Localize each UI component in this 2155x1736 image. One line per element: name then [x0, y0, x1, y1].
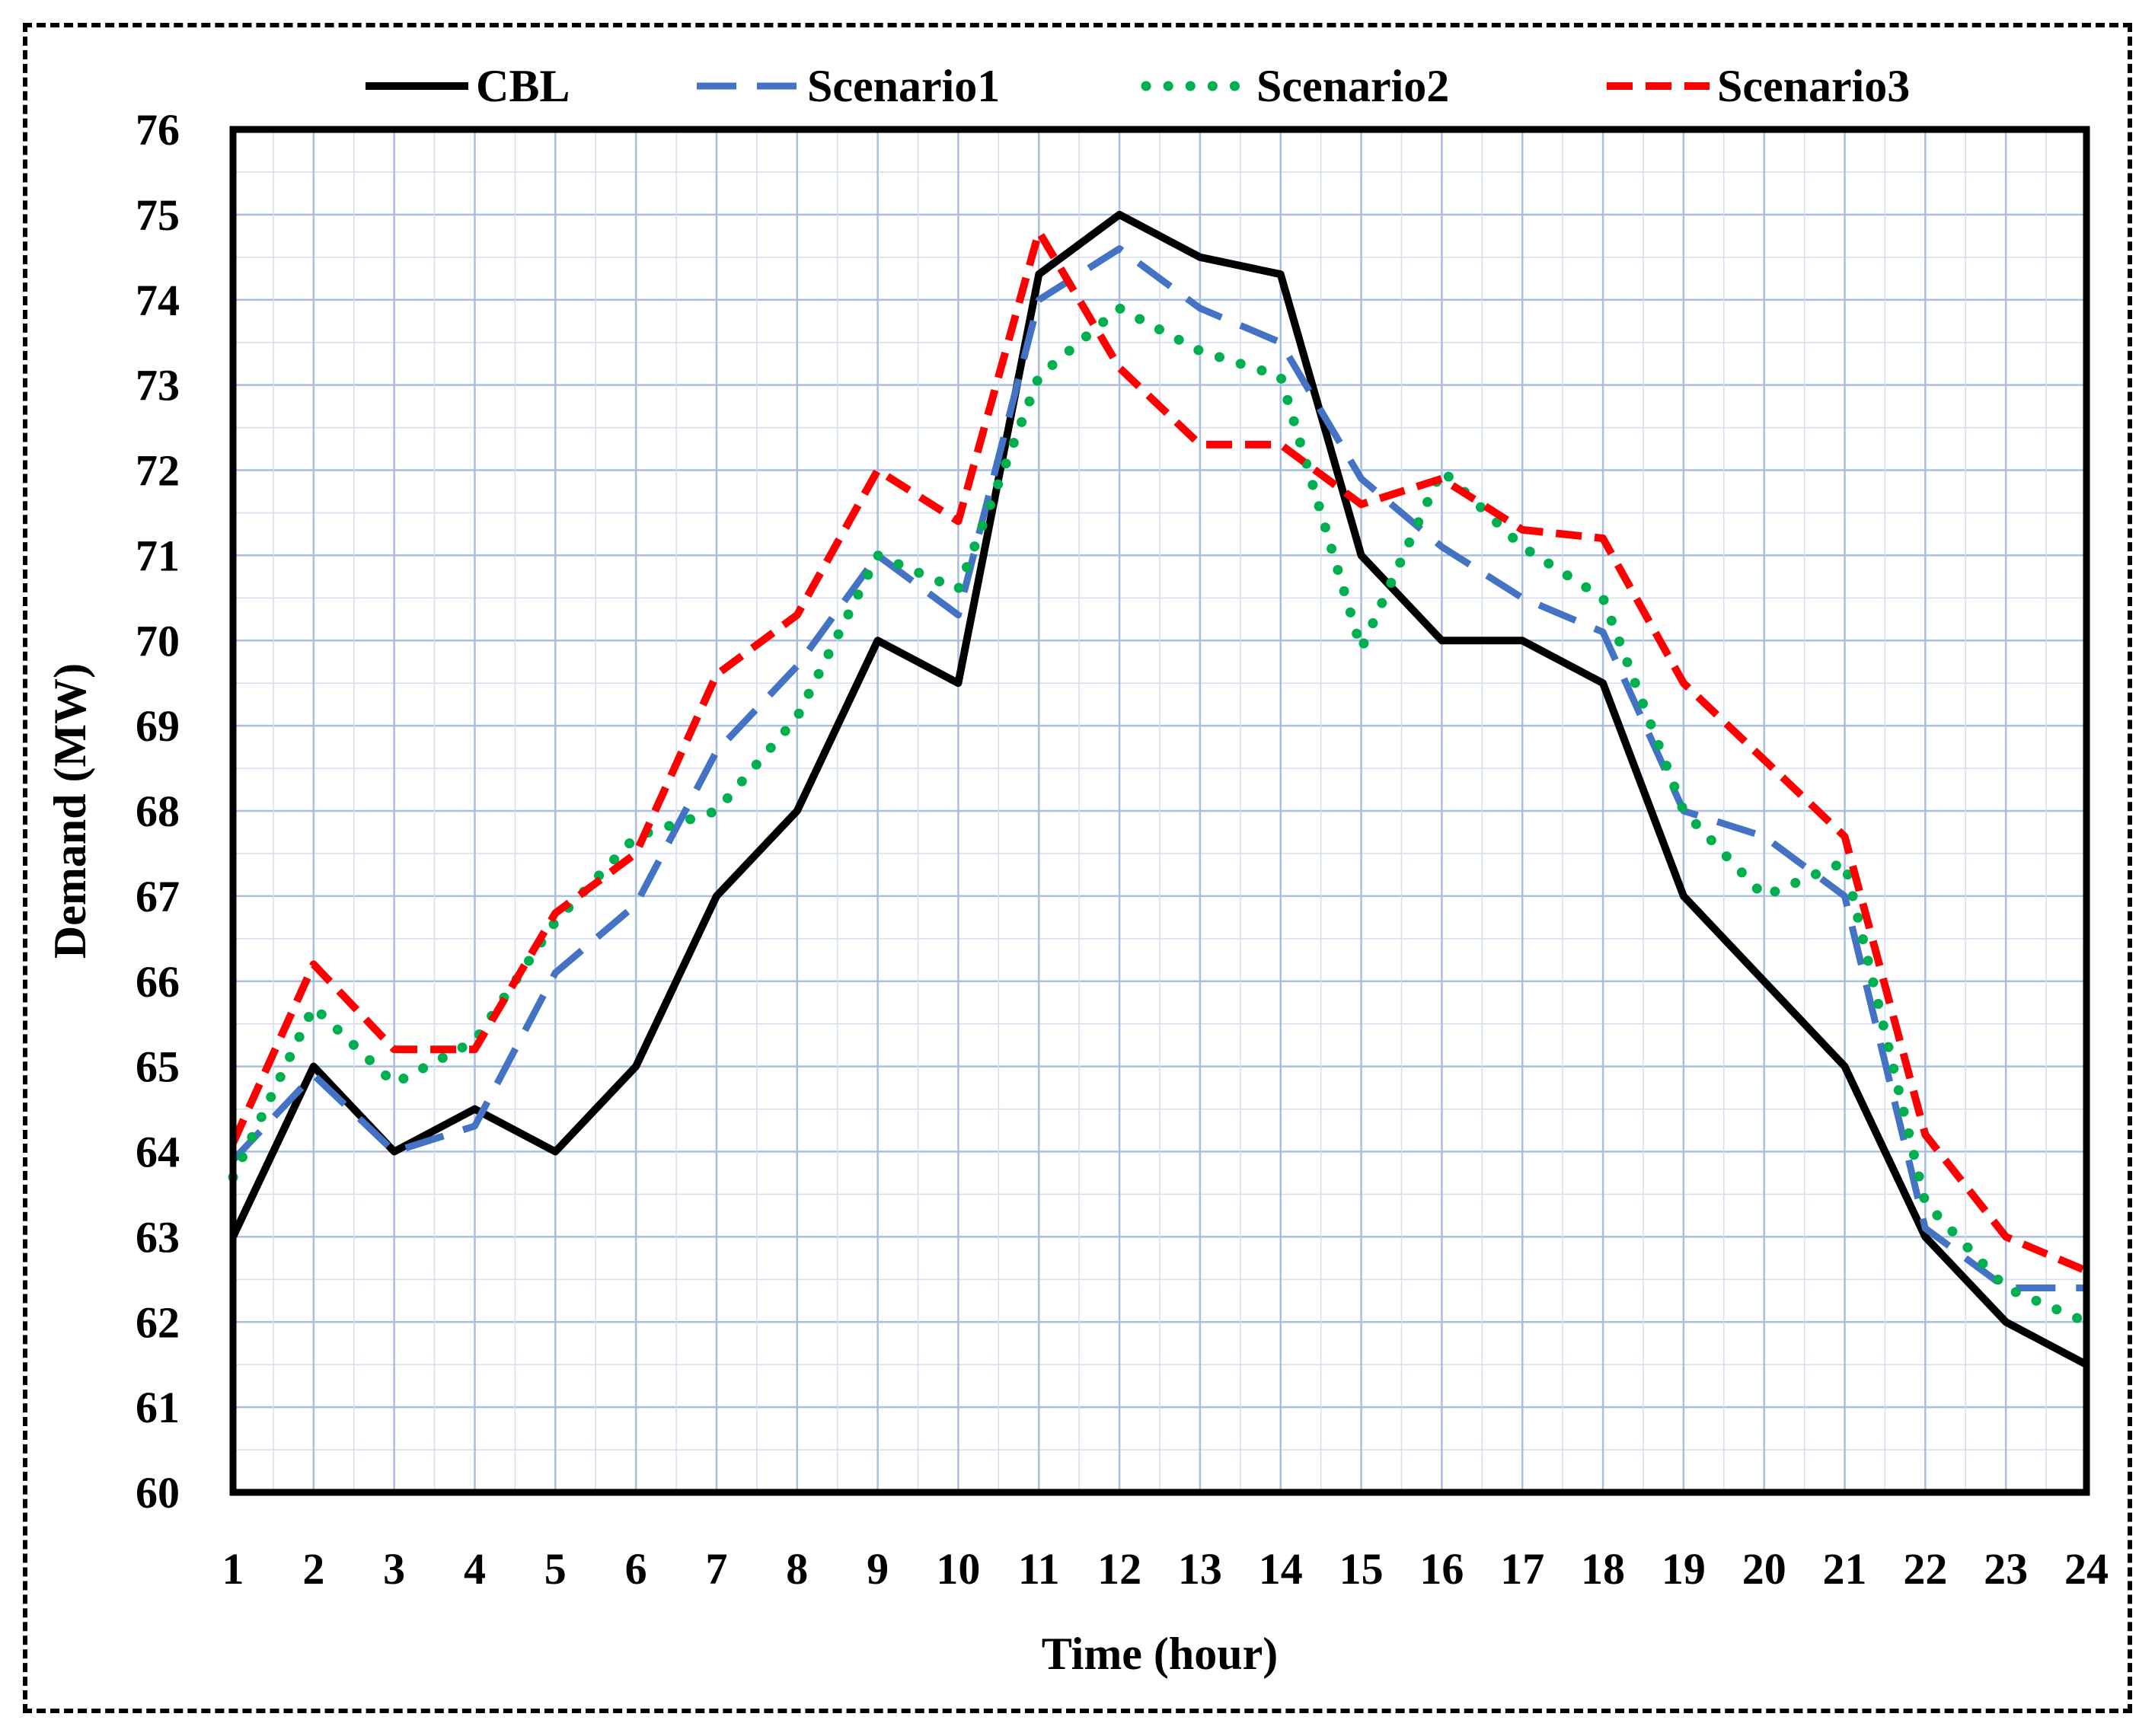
y-tick-label: 72 [136, 446, 180, 496]
legend-label-scenario3: Scenario3 [1717, 61, 1910, 111]
y-tick-label: 66 [136, 957, 180, 1007]
x-tick-label: 16 [1419, 1544, 1464, 1594]
y-tick-label: 70 [136, 616, 180, 665]
legend-label-scenario1: Scenario1 [807, 61, 1000, 111]
y-tick-label: 69 [136, 701, 180, 751]
legend: CBL Scenario1 Scenario2 Scenario3 [366, 61, 1910, 111]
x-tick-label: 18 [1581, 1544, 1625, 1594]
x-tick-label: 15 [1339, 1544, 1384, 1594]
x-tick-label: 23 [1984, 1544, 2028, 1594]
x-tick-label: 4 [464, 1544, 486, 1594]
x-tick-label: 19 [1662, 1544, 1706, 1594]
x-tick-label: 24 [2064, 1544, 2109, 1594]
x-tick-label: 3 [383, 1544, 405, 1594]
series-line-cbl [229, 210, 2089, 1368]
x-tick-label: 17 [1500, 1544, 1544, 1594]
y-tick-label: 74 [136, 276, 180, 325]
y-tick-label: 63 [136, 1212, 180, 1262]
legend-label-scenario2: Scenario2 [1256, 61, 1449, 111]
x-tick-label: 13 [1178, 1544, 1222, 1594]
x-tick-label: 20 [1742, 1544, 1786, 1594]
series-lines [228, 210, 2092, 1368]
y-tick-label: 71 [136, 531, 180, 580]
gridlines [231, 128, 2088, 1494]
x-axis-ticks: 1 2 3 4 5 6 7 8 9 10 11 12 13 14 15 16 17 18 19 20 21 22 23 24 [222, 1544, 2109, 1594]
y-tick-label: 67 [136, 872, 180, 921]
x-axis-title: Time (hour) [1042, 1629, 1279, 1679]
y-tick-label: 61 [136, 1383, 180, 1432]
x-tick-label: 2 [302, 1544, 324, 1594]
x-tick-label: 11 [1018, 1544, 1060, 1594]
y-axis-ticks: 60 61 62 63 64 65 66 67 68 69 70 71 72 73 74 75 76 [136, 105, 180, 1517]
x-tick-label: 12 [1097, 1544, 1141, 1594]
x-tick-label: 1 [222, 1544, 244, 1594]
y-tick-label: 73 [136, 361, 180, 410]
x-tick-label: 9 [867, 1544, 889, 1594]
x-tick-label: 7 [705, 1544, 727, 1594]
x-tick-label: 14 [1259, 1544, 1303, 1594]
series-line-scenario1 [230, 245, 2086, 1291]
x-tick-label: 22 [1903, 1544, 1947, 1594]
y-axis-title: Demand (MW) [45, 663, 95, 959]
y-tick-label: 64 [136, 1128, 180, 1177]
x-tick-label: 5 [544, 1544, 567, 1594]
y-tick-label: 60 [136, 1468, 180, 1517]
y-tick-label: 65 [136, 1042, 180, 1092]
dashed-figure-frame [23, 23, 2132, 1713]
x-tick-label: 8 [786, 1544, 808, 1594]
series-line-scenario3 [229, 228, 2088, 1275]
x-tick-label: 10 [936, 1544, 980, 1594]
x-tick-label: 6 [625, 1544, 647, 1594]
y-tick-label: 75 [136, 190, 180, 240]
y-tick-label: 62 [136, 1297, 180, 1347]
y-tick-label: 76 [136, 105, 180, 155]
legend-label-cbl: CBL [476, 61, 570, 111]
plot-area-border [229, 126, 2090, 1496]
y-tick-label: 68 [136, 787, 180, 836]
x-tick-label: 21 [1823, 1544, 1867, 1594]
